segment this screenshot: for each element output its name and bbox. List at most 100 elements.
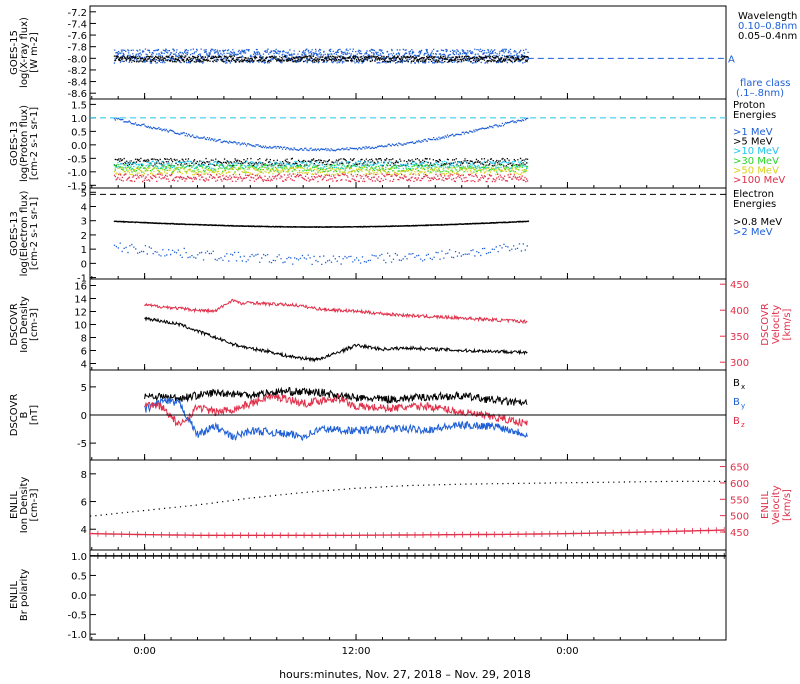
series-e-2 [113,242,528,265]
threshold-label: A [728,54,735,65]
legend-proton-0: >1 MeV [733,127,773,138]
y-tick-label: 1 [81,245,87,256]
plot-area [113,220,530,265]
y-right-axis-label: Velocity [771,485,782,524]
y-tick-label: -8.4 [67,78,87,89]
series-p5 [113,166,529,176]
y-axis-label: [cm-2 s-1 sr-1] [29,107,40,180]
legend-b-y: B [733,397,740,408]
y-tick-label: 0.0 [71,591,87,602]
legend-b-sub: x [741,383,745,391]
legend-proton-1: >5 MeV [733,137,773,148]
y-axis-label: [nT] [29,405,40,425]
series-enlil-velocity-ticks [90,527,725,539]
legend-xray-short: 0.05–0.4nm [738,31,797,42]
panel-frame [89,187,727,280]
y-right-tick-label: 450 [730,528,749,539]
y-axis-label: GOES-15 [9,30,20,75]
y-axis-label: log(X-ray flux) [19,17,30,88]
y-tick-label: 6 [81,498,87,509]
series-xray-short [113,55,529,63]
panel-frame [89,549,727,641]
y-right-axis-label: DSCOVR [760,303,771,346]
y-axis-label: DSCOVR [9,394,20,437]
y-right-axis-label: Velocity [771,305,782,344]
y-tick-label: 4 [81,360,87,371]
y-tick-label: 2 [81,231,87,242]
y-right-tick-label: 450 [730,280,749,291]
y-tick-label: -5 [77,439,87,450]
y-tick-label: -8.6 [67,89,87,100]
y-axis-label: GOES-13 [9,121,20,166]
y-tick-label: 3 [81,217,87,228]
y-axis-label: [W m-2] [29,32,40,73]
legend-b-sub: z [741,421,745,429]
y-axis-label: Ion Density [19,296,30,353]
y-axis-label: [cm-3] [29,308,40,341]
y-right-tick-label: 300 [730,358,749,369]
series-b-x [144,386,528,406]
y-right-tick-label: 600 [730,479,749,490]
panel-electron: 5 4 3 2 1 0 -1 GOES-13 log(Electron flux) [cm-2 s… [9,187,782,285]
y-tick-label: -7.6 [67,31,87,42]
y-axis-label: ENLIL [9,581,20,609]
y-tick-label: -7.4 [67,19,87,30]
y-right-axis-label: ENLIL [760,491,771,519]
y-tick-label: 12 [74,308,87,319]
y-axis-label: [cm-2 s-1 sr-1] [29,197,40,270]
y-tick-label: 4 [81,525,87,536]
y-axis-label: DSCOVR [9,303,20,346]
y-tick-label: -0.5 [67,154,87,165]
legend-b-z: B [733,416,740,427]
x-tick-label: 0:00 [133,646,155,657]
y-tick-label: 5 [81,383,87,394]
y-tick-label: 0 [81,259,87,270]
y-axis-label: ENLIL [9,491,20,519]
flare-class-label: flare class [740,78,790,89]
panel-frame [89,5,727,100]
flare-class-range: (.1–.8nm) [736,88,784,99]
y-tick-label: 8 [81,334,87,345]
x-axis-label: hours:minutes, Nov. 27, 2018 – Nov. 29, … [279,668,531,680]
y-tick-label: 14 [74,295,87,306]
series-e-08 [113,220,530,228]
y-tick-label: 5 [81,188,87,199]
y-axis-label: GOES-13 [9,211,20,256]
y-right-tick-label: 650 [730,463,749,474]
y-tick-label: 16 [74,282,87,293]
y-axis-label: B [19,411,30,418]
panel-enlil_polarity: 1.0 0.5 0.0 -0.5 -1.0 ENLIL Br polarity [9,549,727,641]
y-axis-label: [cm-3] [29,488,40,521]
y-tick-label: -1.0 [67,168,87,179]
series-br-polarity-ticks [90,552,725,559]
legend-title: Electron [733,189,774,200]
panel-frame [89,278,727,371]
legend-b-x: B [733,378,740,389]
series-p6 [113,173,529,183]
y-tick-label: 0.5 [71,127,87,138]
y-tick-label: 0.5 [71,571,87,582]
plot-area [144,298,528,363]
y-tick-label: 8 [81,470,87,481]
legend-xray-long: 0.10–0.8nm [738,21,797,32]
y-axis-label: Br polarity [19,569,30,621]
y-tick-label: 0.0 [71,141,87,152]
y-axis-label: log(Electron flux) [19,191,30,277]
legend-electron-2: >2 MeV [733,227,773,238]
series-velocity [144,298,528,325]
y-tick-label: 1.0 [71,114,87,125]
y-tick-label: -1.5 [67,181,87,192]
y-axis-label: log(Proton flux) [19,105,30,182]
series-b-z [144,393,528,427]
legend-proton-5: >100 MeV [733,175,785,186]
series-p1 [113,117,529,152]
y-tick-label: 1.5 [71,100,87,111]
x-tick-label: 0:00 [556,646,578,657]
legend-title: Energies [733,199,776,210]
y-tick-label: -1 [77,274,87,285]
y-axis-label: Ion Density [19,477,30,534]
